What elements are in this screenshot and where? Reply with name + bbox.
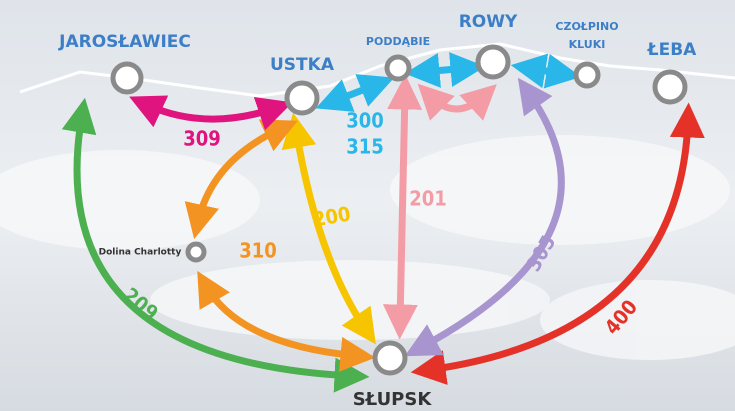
arrow [400,92,405,322]
node-label: ROWY [459,12,518,32]
node-label: KLUKI [569,38,606,51]
route-number: 201 [409,187,447,211]
arrow [422,68,468,72]
node [576,64,598,86]
node [287,83,317,113]
node-label: ŁEBA [647,40,697,60]
node-label: CZOŁPINO [555,20,618,33]
node [188,244,204,260]
route-map: JAROSŁAWIEC USTKA PODDĄBIE ROWY CZOŁPINO… [0,0,735,411]
node [375,343,405,373]
route-number: 309 [183,127,221,151]
node [655,72,685,102]
node [387,57,409,79]
node-label: SŁUPSK [353,389,433,410]
route-number: 300 [346,109,384,133]
node-label: PODDĄBIE [366,35,430,48]
node-label: USTKA [270,55,335,75]
node [478,47,508,77]
route-number: 310 [239,239,277,263]
node-label: Dolina Charlotty [99,248,182,258]
node-label: JAROSŁAWIEC [58,32,191,52]
node [113,64,141,92]
route-number: 315 [346,135,384,159]
